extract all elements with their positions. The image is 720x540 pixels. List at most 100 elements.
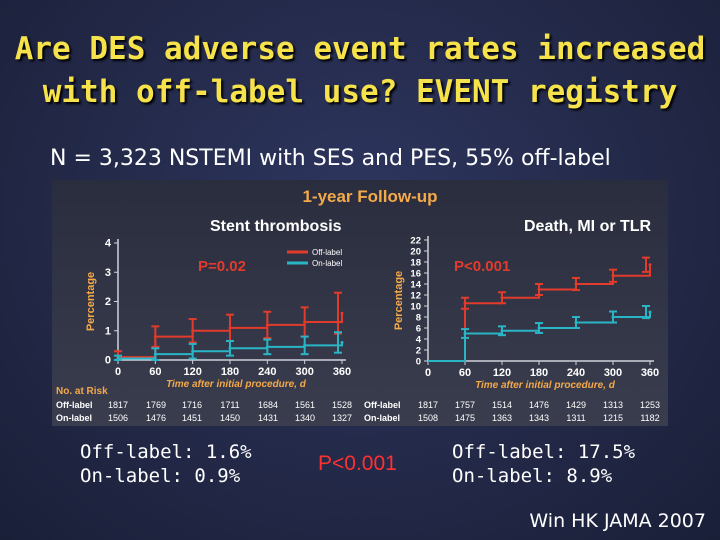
panel2-data-point [611,315,615,319]
panel2-at-risk-value: 1253 [640,400,660,410]
title-line-2: with off-label use? EVENT registry [42,74,678,110]
panel1-at-risk-header: No. at Risk [56,386,108,397]
panel1-at-risk-value: 1684 [258,400,278,410]
panel2-x-tick-label: 120 [493,367,511,379]
summary-stent-thrombosis: Off-label: 1.6% On-label: 0.9% [80,440,252,488]
panel1-data-point [265,345,269,349]
panel1-y-tick-label: 1 [105,325,111,337]
panel2-at-risk-value: 1508 [418,413,438,423]
panel1-at-risk-value: 1476 [146,413,166,423]
panel2-title: Death, MI or TLR [524,218,652,235]
panel1-x-tick-label: 60 [149,366,161,378]
panel1-data-point [303,320,307,324]
panel2-at-risk-value: 1343 [529,413,549,423]
panel2-at-risk-value: 1757 [455,400,475,410]
panel2-y-tick-label: 4 [416,335,422,346]
panel2-data-point [537,288,541,291]
figure-header: 1-year Follow-up [302,187,437,206]
panel2-y-tick-label: 10 [410,302,421,313]
panel1-at-risk-value: 1711 [220,400,239,410]
panel1-y-tick-label: 0 [105,355,111,367]
panel1-data-point [116,357,120,361]
panel2-data-point [463,332,467,335]
panel1-at-risk-value: 1561 [295,400,315,410]
panel2-x-tick-label: 180 [530,367,548,379]
panel2-y-tick-label: 8 [416,313,421,324]
panel2-y-tick-label: 2 [416,346,421,357]
panel2-at-risk-value: 1476 [529,400,549,410]
title-line-1: Are DES adverse event rates increased [14,31,706,67]
panel1-x-tick-label: 180 [221,366,239,378]
panel2-x-tick-label: 300 [604,367,622,379]
panel1-x-tick-label: 300 [295,366,313,378]
panel1-x-tick-label: 360 [333,366,351,378]
panel2-at-risk-value: 1182 [640,413,659,423]
panel2-data-point [463,301,467,305]
panel1-at-risk-value: 1817 [108,400,128,410]
panel2-y-tick-label: 0 [416,357,421,368]
panel1-at-risk-value: 1506 [108,413,128,423]
panel1-data-point [265,323,269,327]
panel1-y-tick-label: 4 [105,238,112,250]
panel2-at-risk-value: 1475 [455,413,475,423]
panel1-x-axis-label: Time after initial procedure, d [166,379,307,390]
panel1-legend-label: On-label [312,259,342,268]
panel2-series-off-label-line [428,264,651,362]
km-figure: 1-year Follow-up Stent thrombosis 0 1 2 3 4 0 6… [52,180,668,426]
panel1-data-point [340,340,344,344]
panel2-series-on-label-line [428,312,651,362]
panel1-y-tick-label: 2 [105,296,111,308]
panel1-at-risk-value: 1450 [220,413,240,423]
panel1-at-risk-label: Off-label [56,400,93,410]
citation: Win HK JAMA 2007 [529,510,706,532]
panel2-data-point [500,296,504,300]
panel1-at-risk-value: 1528 [332,400,352,410]
panel2-data-point [648,263,652,267]
slide-title: Are DES adverse event rates increased wi… [0,28,720,114]
panel2-at-risk-value: 1429 [566,400,586,410]
panel2-at-risk-value: 1313 [603,400,623,410]
panel2-at-risk-value: 1215 [603,413,623,423]
panel2-x-tick-label: 60 [459,367,471,379]
panel1-x-tick-label: 240 [258,366,276,378]
panel1-p-value: P=0.02 [198,258,246,275]
summary-death-mi-tlr: Off-label: 17.5% On-label: 8.9% [452,440,635,488]
panel1-data-point [153,352,157,356]
panel2-at-risk-value: 1311 [566,413,585,423]
panel2-y-tick-label: 18 [410,258,421,269]
slide-subtitle: N = 3,323 NSTEMI with SES and PES, 55% o… [50,146,611,171]
panel1-data-point [340,311,344,315]
panel1-y-axis-label: Percentage [85,272,97,331]
panel2-data-point [574,321,578,324]
panel2-at-risk-value: 1514 [492,400,512,410]
panel1-data-point [303,343,307,347]
panel1-y-tick-label: 3 [105,267,111,279]
panel2-y-tick-label: 20 [410,247,421,258]
panel2-x-tick-label: 240 [567,367,585,379]
panel2-data-point [574,282,578,286]
panel2-at-risk-value: 1363 [492,413,512,423]
panel1-data-point [153,335,157,339]
panel2-y-tick-label: 14 [410,280,421,291]
panel1-title: Stent thrombosis [210,218,342,235]
panel1-at-risk-value: 1769 [146,400,166,410]
panel1-data-point [228,326,232,330]
panel2-y-tick-label: 6 [416,324,421,335]
panel2-x-tick-label: 360 [641,367,659,379]
panel1-x-tick-label: 120 [183,366,201,378]
summary-p-value: P<0.001 [318,452,397,475]
panel2-x-axis-label: Time after initial procedure, d [475,380,616,391]
panel2-y-tick-label: 16 [410,269,421,280]
panel2-at-risk-label: On-label [364,413,400,423]
panel2-y-tick-label: 22 [410,236,421,247]
summary-right-off: Off-label: 17.5% [452,441,636,463]
panel1-data-point [228,346,232,350]
panel1-data-point [191,349,195,353]
summary-right-on: On-label: 8.9% [452,465,613,487]
panel1-at-risk-value: 1327 [332,413,352,423]
panel1-at-risk-value: 1340 [295,413,315,423]
panel1-x-tick-label: 0 [115,366,121,378]
summary-left-off: Off-label: 1.6% [80,441,252,463]
panel1-at-risk-label: On-label [56,413,92,423]
panel2-at-risk-label: Off-label [364,400,401,410]
